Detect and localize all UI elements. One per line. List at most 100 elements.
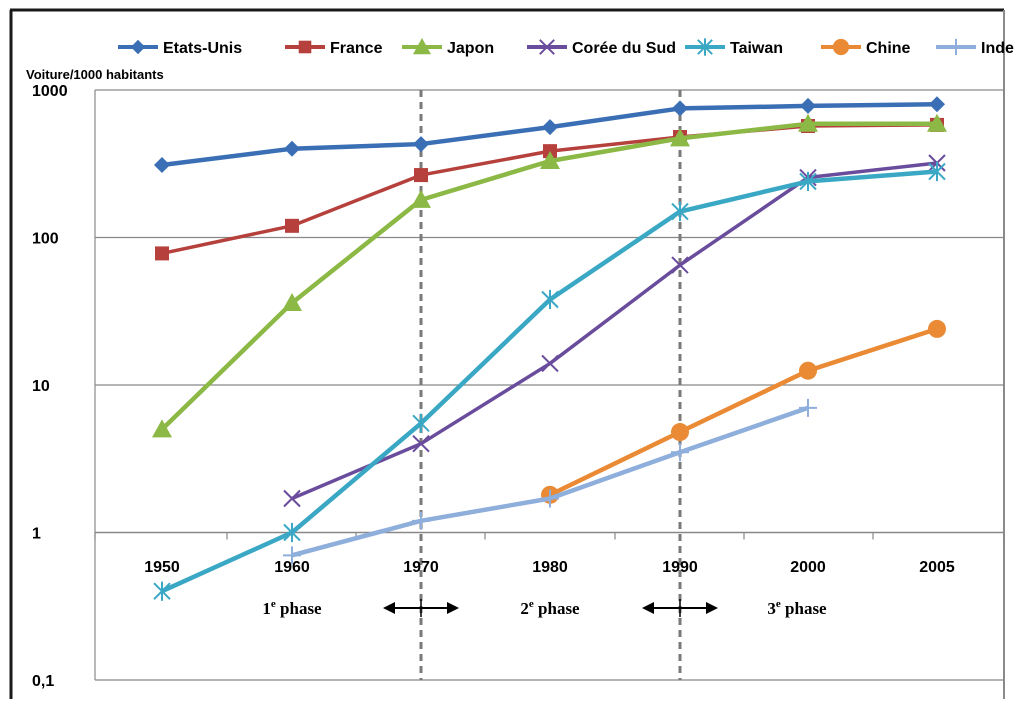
phase-sup: e (271, 598, 276, 610)
legend-marker-coree-du-sud (539, 39, 555, 55)
series-etats-unis (154, 96, 945, 174)
legend-marker-etats-unis (130, 39, 146, 55)
arrow-head-right-1970 (447, 602, 459, 614)
legend-item-japon: Japon (402, 38, 494, 57)
legend-label-coree-du-sud: Corée du Sud (572, 40, 676, 57)
point-etats-unis-1980 (542, 119, 558, 136)
legend-item-france: France (285, 40, 383, 57)
y-axis: 1000 100 10 1 0,1 (32, 83, 68, 690)
x-tick-label-1980: 1980 (532, 559, 568, 576)
point-japon-1980 (540, 151, 560, 170)
legend-label-japon: Japon (447, 40, 494, 57)
legend-marker-coree-du-sud-b (539, 39, 555, 55)
y-tick-label-1000: 1000 (32, 83, 68, 100)
legend-marker-chine (832, 38, 850, 56)
point-etats-unis-2005 (929, 96, 945, 113)
point-france-1950 (155, 246, 169, 261)
phase-word: phase (534, 599, 580, 618)
point-japon-1960 (282, 292, 302, 311)
point-inde-1960 (283, 546, 301, 565)
series-japon (152, 113, 947, 438)
point-taiwan-1980 (541, 289, 559, 310)
y-axis-label: Voiture/1000 habitants (26, 67, 164, 82)
point-etats-unis-2000 (800, 97, 816, 114)
phase-label-2: 2e phase (520, 598, 580, 618)
legend-marker-japon (413, 38, 431, 55)
phase-arrow-1990 (642, 599, 718, 617)
phase-label-1: 1e phase (262, 598, 322, 618)
phase-number: 3 (767, 599, 776, 618)
y-tick-label-1: 1 (32, 526, 41, 543)
point-etats-unis-1970 (413, 136, 429, 153)
legend-label-france: France (330, 40, 383, 57)
x-tick-label-2000: 2000 (790, 559, 826, 576)
phase-lines (419, 90, 682, 680)
point-taiwan-1970 (412, 413, 430, 433)
point-coree-du-sud-1980-b (541, 354, 559, 373)
point-inde-1980 (541, 489, 559, 508)
phase-arrow-1970 (383, 599, 459, 617)
point-coree-du-sud-1960 (283, 489, 301, 508)
series-inde (283, 398, 817, 565)
legend-item-inde: Inde (936, 38, 1014, 57)
point-japon-1990 (670, 128, 690, 147)
phase-label-3: 3e phase (767, 598, 827, 618)
phase-sup: e (529, 598, 534, 610)
point-chine-2000 (799, 361, 817, 380)
point-coree-du-sud-1960-b (283, 489, 301, 508)
x-tick-label-1990: 1990 (662, 559, 698, 576)
y-tick-label-10: 10 (32, 378, 50, 395)
y-tick-label-0,1: 0,1 (32, 673, 54, 690)
legend-label-chine: Chine (866, 40, 911, 57)
legend: Etats-Unis France Japon Corée du Sud Taiwan C… (118, 38, 1014, 57)
point-etats-unis-1960 (284, 140, 300, 157)
point-japon-1970 (411, 189, 431, 208)
point-taiwan-2005 (928, 161, 946, 182)
series-group (152, 96, 947, 601)
point-taiwan-1950 (153, 581, 171, 601)
x-tick-label-2005: 2005 (919, 559, 955, 576)
point-japon-1950 (152, 419, 172, 438)
legend-label-inde: Inde (981, 40, 1014, 57)
series-line-chine (549, 326, 938, 497)
x-axis: 1950 1960 1970 1980 1990 2000 2005 (144, 559, 955, 576)
grid (94, 89, 1005, 681)
series-line-coree-du-sud (291, 161, 938, 501)
x-tick-label-1960: 1960 (274, 559, 310, 576)
point-inde-2000 (799, 398, 817, 417)
phase-word: phase (276, 599, 322, 618)
arrow-head-right-1990 (706, 602, 718, 614)
point-france-1970 (414, 168, 428, 183)
point-etats-unis-1990 (672, 100, 688, 117)
point-coree-du-sud-1970-b (412, 434, 430, 453)
point-etats-unis-1950 (154, 157, 170, 174)
point-france-1960 (285, 218, 299, 233)
point-inde-1970 (412, 511, 430, 530)
phase-word: phase (781, 599, 827, 618)
legend-label-taiwan: Taiwan (730, 40, 783, 57)
legend-item-taiwan: Taiwan (685, 38, 783, 57)
legend-item-coree-du-sud: Corée du Sud (527, 39, 676, 57)
phase-number: 1 (262, 599, 271, 618)
phase-number: 2 (520, 599, 529, 618)
arrow-head-left-1970 (383, 602, 395, 614)
point-japon-2000 (798, 113, 818, 132)
y-tick-label-100: 100 (32, 231, 59, 248)
series-taiwan (153, 161, 946, 601)
point-chine-2005 (928, 319, 946, 338)
point-coree-du-sud-1980 (541, 354, 559, 373)
phase-annotations: 1e phase 2e phase 3e phase (262, 598, 827, 618)
legend-marker-inde (947, 38, 965, 56)
point-taiwan-1990 (671, 201, 689, 222)
x-tick-label-1970: 1970 (403, 559, 439, 576)
point-japon-2005 (927, 113, 947, 132)
x-tick-label-1950: 1950 (144, 559, 180, 576)
legend-marker-taiwan (697, 38, 713, 56)
legend-marker-france (298, 40, 312, 54)
point-coree-du-sud-1970 (412, 434, 430, 453)
point-coree-du-sud-1990-b (671, 256, 689, 274)
point-chine-1990 (671, 423, 689, 442)
point-taiwan-1960 (283, 522, 301, 543)
